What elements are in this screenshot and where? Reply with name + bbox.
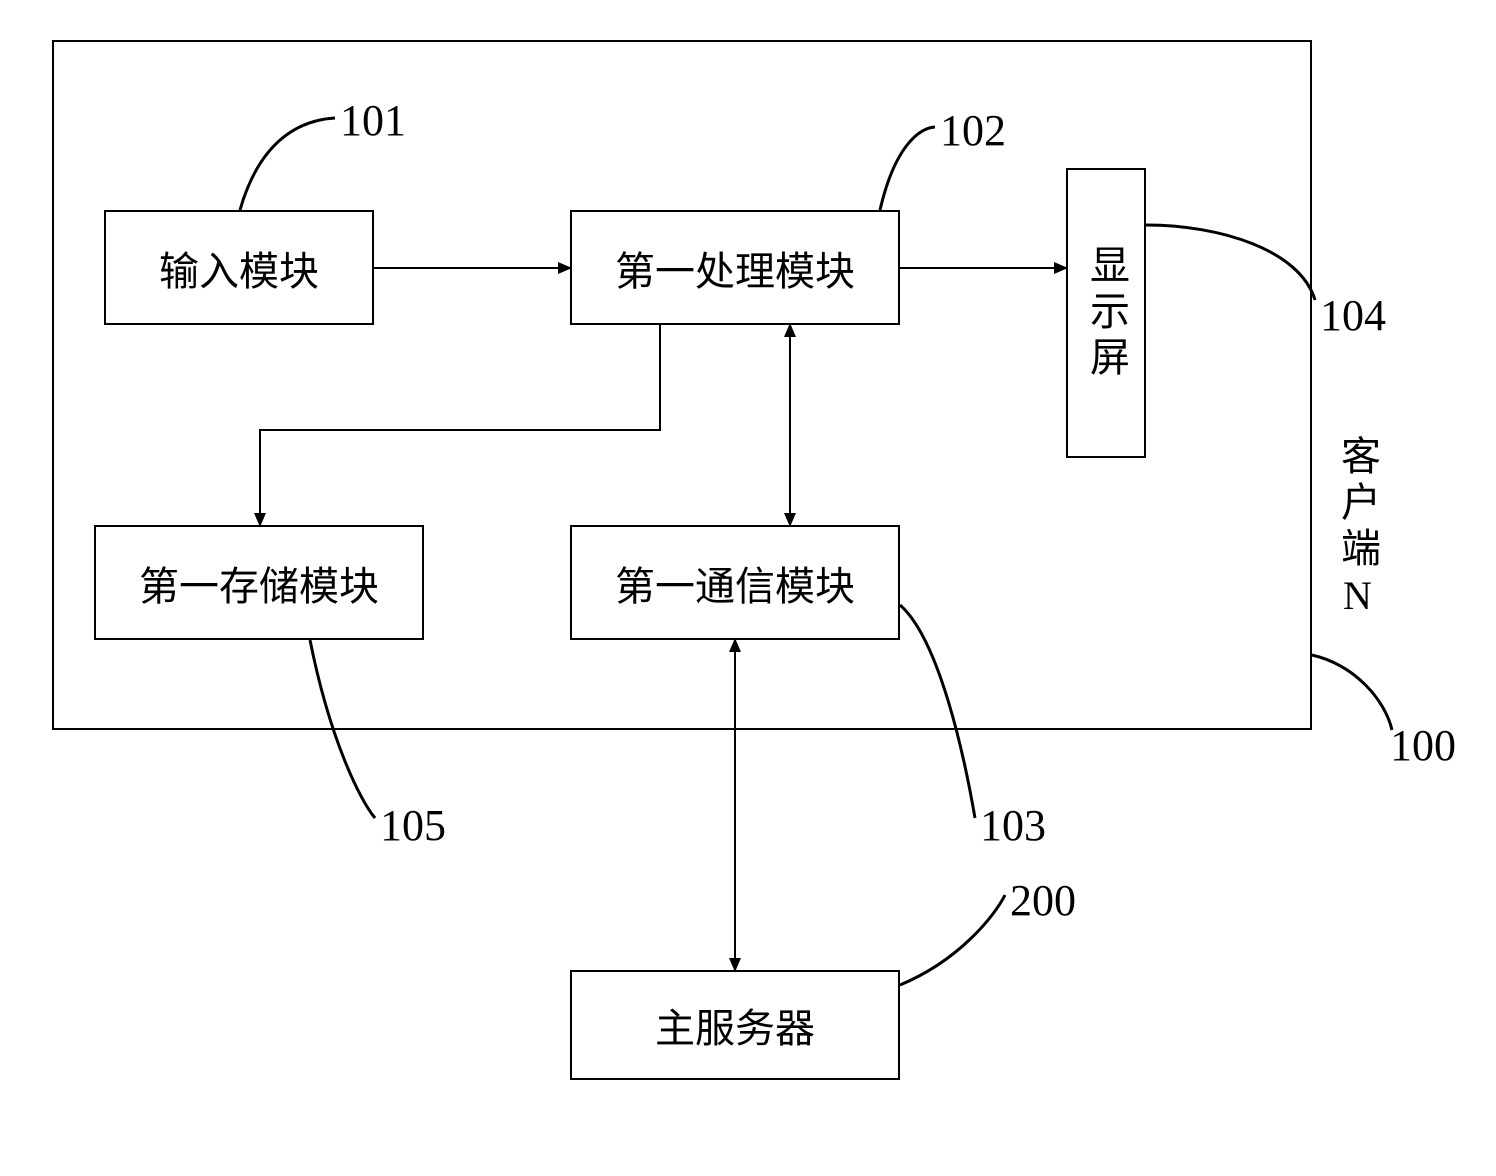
node-first-storage-module: 第一存储模块 xyxy=(94,525,424,640)
ref-102: 102 xyxy=(940,105,1006,156)
node-main-server: 主服务器 xyxy=(570,970,900,1080)
node-first-comm-module: 第一通信模块 xyxy=(570,525,900,640)
ref-103: 103 xyxy=(980,800,1046,851)
ref-100: 100 xyxy=(1390,720,1456,771)
ref-101: 101 xyxy=(340,95,406,146)
node-display-screen: 显示屏 xyxy=(1066,168,1146,458)
leader-200 xyxy=(900,895,1005,985)
client-side-label: 客户端N xyxy=(1328,435,1386,624)
leader-100 xyxy=(1312,655,1392,730)
ref-200: 200 xyxy=(1010,875,1076,926)
diagram-canvas: 客户端N 输入模块 第一处理模块 显示屏 第一存储模块 第一通信模块 主服务器 … xyxy=(0,0,1496,1176)
node-first-processing-module: 第一处理模块 xyxy=(570,210,900,325)
node-input-module: 输入模块 xyxy=(104,210,374,325)
ref-104: 104 xyxy=(1320,290,1386,341)
ref-105: 105 xyxy=(380,800,446,851)
